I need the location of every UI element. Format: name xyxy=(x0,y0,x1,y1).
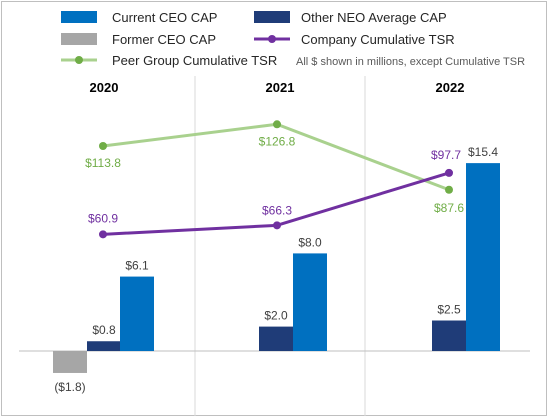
year-label-2020: 2020 xyxy=(90,80,119,95)
legend-marker-peer-tsr xyxy=(75,56,83,64)
bar-other-neo-2021-label: $2.0 xyxy=(264,309,288,323)
legend-label-company-tsr: Company Cumulative TSR xyxy=(301,32,455,47)
legend-swatch-other-neo xyxy=(254,11,290,23)
legend-label-current-ceo: Current CEO CAP xyxy=(112,10,217,25)
legend-label-other-neo: Other NEO Average CAP xyxy=(301,10,447,25)
bar-current-ceo-2021 xyxy=(293,253,327,351)
bar-current-ceo-2020 xyxy=(120,276,154,351)
bar-other-neo-2020 xyxy=(87,341,121,351)
bar-current-ceo-2022 xyxy=(466,163,500,351)
bar-current-ceo-2020-label: $6.1 xyxy=(125,259,149,273)
legend-swatch-former-ceo xyxy=(61,33,97,45)
year-label-2022: 2022 xyxy=(436,80,465,95)
legend-swatch-current-ceo xyxy=(61,11,97,23)
chart-note: All $ shown in millions, except Cumulati… xyxy=(296,56,525,68)
peer-tsr-point-2022 xyxy=(445,185,453,194)
legend: Current CEO CAP Other NEO Average CAP Fo… xyxy=(61,10,525,68)
bar-other-neo-2020-label: $0.8 xyxy=(92,323,116,337)
company-tsr-point-2021 xyxy=(273,221,281,230)
legend-marker-company-tsr xyxy=(268,35,276,43)
bar-other-neo-2022 xyxy=(432,320,466,351)
company-tsr-label-2021: $66.3 xyxy=(262,203,292,217)
peer-tsr-label-2021: $126.8 xyxy=(259,134,296,148)
company-tsr-label-2022: $97.7 xyxy=(431,148,461,162)
legend-label-former-ceo: Former CEO CAP xyxy=(112,32,216,47)
peer-tsr-point-2021 xyxy=(273,120,281,129)
company-tsr-point-2020 xyxy=(99,230,107,239)
company-tsr-label-2020: $60.9 xyxy=(88,211,118,225)
lines-group xyxy=(99,120,453,239)
year-label-2021: 2021 xyxy=(266,80,295,95)
peer-tsr-point-2020 xyxy=(99,142,107,150)
bar-other-neo-2021 xyxy=(259,326,293,351)
legend-label-peer-tsr: Peer Group Cumulative TSR xyxy=(112,53,277,68)
bar-current-ceo-2022-label: $15.4 xyxy=(468,145,498,159)
bar-former-ceo-2020 xyxy=(53,351,87,373)
peer-tsr-label-2020: $113.8 xyxy=(85,156,121,170)
bars-group xyxy=(53,163,500,373)
bar-current-ceo-2021-label: $8.0 xyxy=(298,235,322,249)
peer-tsr-label-2022: $87.6 xyxy=(434,201,464,215)
bar-former-ceo-2020-label: ($1.8) xyxy=(54,380,85,394)
company-tsr-point-2022 xyxy=(445,168,453,177)
labels-group: ($1.8) $0.8 $6.1 $2.0 $8.0 $2.5 $15.4 $113.8 $12… xyxy=(54,134,498,394)
bar-other-neo-2022-label: $2.5 xyxy=(437,303,461,317)
